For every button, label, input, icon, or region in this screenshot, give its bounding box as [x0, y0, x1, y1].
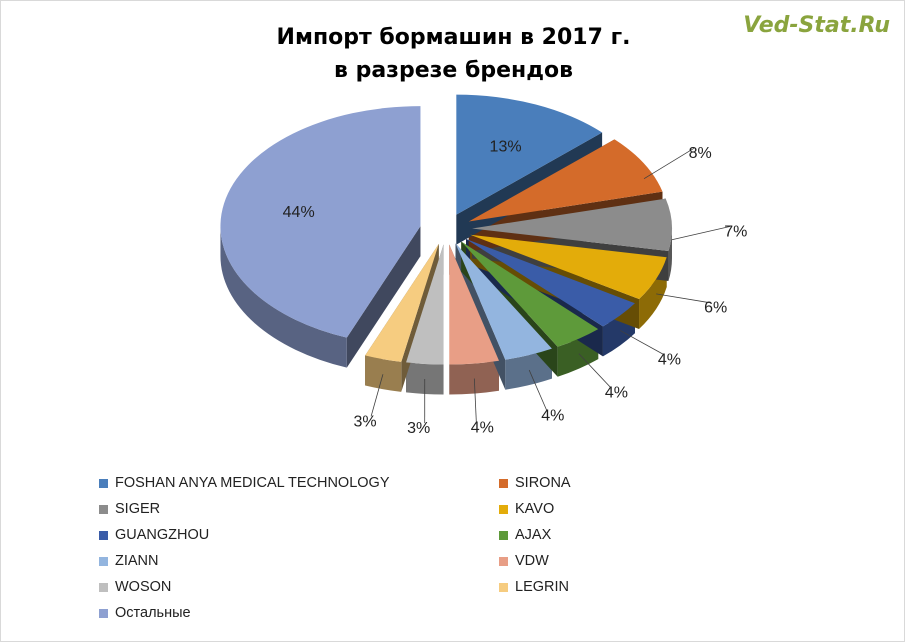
chart-title: Импорт бормашин в 2017 г. в разрезе брен…: [211, 21, 696, 87]
legend-item: SIGER: [99, 501, 160, 517]
legend-label: SIGER: [115, 501, 161, 517]
data-label: 4%: [471, 419, 494, 436]
slice-legrin: [365, 243, 439, 362]
leader-line: [473, 378, 477, 423]
leader-line: [643, 147, 695, 180]
slice-rim: [449, 360, 499, 395]
legend-swatch: [499, 504, 508, 514]
slice-vdw: [449, 244, 499, 365]
legend-swatch: [99, 530, 108, 540]
data-label: 6%: [704, 300, 727, 317]
legend-item: FOSHAN ANYA MEDICAL TECHNOLOGY: [99, 475, 390, 491]
legend-item: ZIANN: [99, 553, 159, 569]
data-label: 3%: [407, 420, 430, 437]
slice-siger: [471, 198, 672, 251]
legend-label: KAVO: [515, 501, 555, 517]
legend-item: SIRONA: [499, 475, 571, 491]
legend-swatch: [499, 582, 508, 592]
legend-item: LEGRIN: [499, 579, 569, 595]
data-label: 13%: [490, 138, 522, 155]
slice-ajax: [461, 241, 599, 347]
slice-woson: [406, 244, 444, 365]
data-label: 4%: [605, 384, 628, 401]
legend-item: GUANGZHOU: [99, 527, 209, 543]
data-label: 4%: [541, 408, 564, 425]
slice-wall: [346, 226, 421, 368]
slice-остальные: [220, 106, 421, 338]
legend-swatch: [99, 478, 108, 488]
legend-label: ZIANN: [115, 553, 159, 569]
legend-item: WOSON: [99, 579, 171, 595]
slice-rim: [406, 362, 444, 395]
legend-swatch: [99, 556, 108, 566]
legend-label: FOSHAN ANYA MEDICAL TECHNOLOGY: [115, 475, 390, 491]
leader-line: [370, 374, 384, 417]
leader-line: [671, 226, 730, 241]
legend-swatch: [99, 582, 108, 592]
slice-rim: [220, 226, 347, 368]
leader-line: [619, 330, 664, 355]
legend-label: SIRONA: [515, 475, 571, 491]
legend-label: GUANGZHOU: [115, 527, 210, 543]
data-label: 44%: [283, 204, 315, 221]
legend-label: Остальные: [115, 605, 191, 621]
watermark: Ved-Stat.Ru: [743, 13, 890, 38]
slice-side: [220, 226, 421, 368]
data-label: 8%: [689, 145, 712, 162]
chart-title-line2: в разрезе брендов: [333, 58, 574, 83]
legend-swatch: [99, 608, 108, 618]
slice-rim: [505, 348, 552, 390]
data-label: 7%: [724, 224, 747, 241]
legend-item: KAVO: [499, 501, 554, 517]
slice-ziann: [455, 243, 552, 360]
legend-item: Остальные: [99, 605, 191, 621]
legend-swatch: [499, 478, 508, 488]
legend-item: VDW: [499, 553, 549, 569]
slice-foshan-anya-medical-technology: [456, 94, 603, 215]
legend-label: LEGRIN: [515, 579, 569, 595]
legend-label: WOSON: [115, 579, 172, 595]
legend-item: AJAX: [499, 527, 551, 543]
slice-rim: [668, 228, 672, 281]
legend-swatch: [99, 504, 108, 514]
slice-rim: [365, 355, 402, 392]
legend-label: AJAX: [515, 527, 552, 543]
legend-label: VDW: [515, 553, 549, 569]
slice-sirona: [468, 139, 663, 222]
legend-swatch: [499, 556, 508, 566]
pie-chart: 13% 8% 7% 6% 4% 4% 4% 4% 3% 3% 44%: [220, 94, 748, 437]
pie-tops: [220, 94, 672, 365]
data-labels: 13% 8% 7% 6% 4% 4% 4% 4% 3% 3% 44%: [283, 138, 748, 437]
data-label: 3%: [354, 413, 377, 430]
leader-line: [528, 369, 548, 411]
leader-line: [656, 293, 710, 304]
chart-title-line1: Импорт бормашин в 2017 г.: [276, 25, 631, 50]
data-label: 4%: [658, 351, 681, 368]
slice-kavo: [470, 234, 667, 300]
legend-swatch: [499, 530, 508, 540]
slice-guangzhou: [466, 238, 635, 327]
leader-line: [578, 353, 611, 388]
